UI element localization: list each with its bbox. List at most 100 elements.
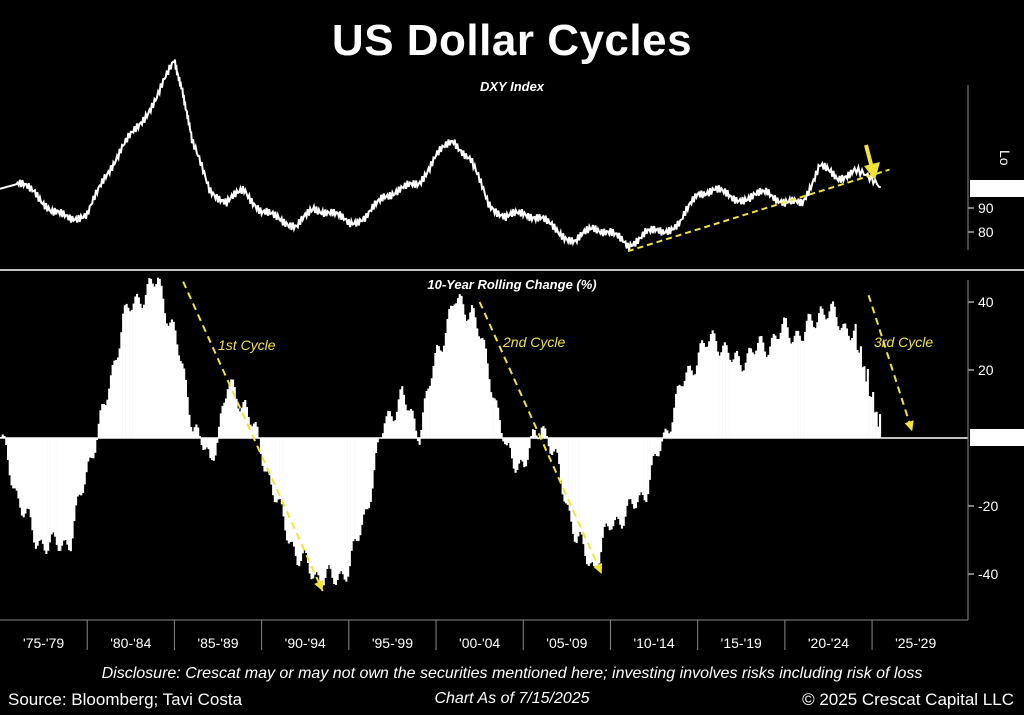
rolling-change-bar <box>737 356 740 438</box>
rolling-change-bar <box>40 438 43 540</box>
rolling-change-bar <box>245 407 248 438</box>
rolling-change-bar <box>263 438 266 472</box>
cycle-label: 1st Cycle <box>218 337 276 353</box>
rolling-change-bar <box>598 438 601 564</box>
rolling-change-bar <box>493 398 496 438</box>
rolling-change-bar <box>31 438 34 531</box>
rolling-change-bar <box>172 321 175 438</box>
rolling-change-bar <box>838 330 841 438</box>
rolling-change-bar <box>313 438 316 575</box>
rolling-change-bar <box>390 416 393 438</box>
rolling-change-bar <box>727 352 730 438</box>
rolling-change-bar <box>202 438 205 450</box>
rolling-change-bar <box>854 323 857 438</box>
rolling-change-bar <box>387 410 390 438</box>
rolling-change-bar <box>760 336 763 438</box>
rolling-change-bar <box>584 438 587 556</box>
rolling-change-bar <box>303 438 306 550</box>
rolling-change-bar <box>99 410 102 438</box>
rolling-change-bar <box>845 328 848 438</box>
chart-canvas: DXY Index 80 90 Lo 98.630 10-Year Rolling C… <box>0 59 1024 651</box>
rolling-change-bar <box>547 438 550 447</box>
rolling-change-bar <box>277 438 280 500</box>
rolling-change-bar <box>664 428 667 438</box>
chart-frame: '75-'79 '80-'84 '85-'89 '90-'94 '95-'99 '00-'… <box>0 85 1024 651</box>
rolling-change-bar <box>767 354 770 438</box>
rolling-change-bar <box>425 391 428 438</box>
rolling-change-bar <box>465 320 468 438</box>
rolling-change-bar <box>671 422 674 438</box>
rolling-change-bar <box>376 438 379 443</box>
rolling-change-bar <box>368 438 371 508</box>
rolling-change-bar <box>467 319 470 438</box>
copyright-text: © 2025 Crescat Capital LLC <box>802 690 1014 709</box>
rolling-change-bar <box>399 389 402 438</box>
rolling-change-bar <box>718 355 721 438</box>
rolling-change-bar <box>450 305 453 438</box>
rolling-change-bar <box>179 360 182 438</box>
rolling-change-bar <box>191 431 194 438</box>
rolling-change-bar <box>549 438 552 454</box>
rolling-change-bar <box>701 340 704 438</box>
rolling-change-bar <box>556 438 559 453</box>
rolling-change-bar <box>434 353 437 438</box>
rolling-change-bar <box>617 438 620 519</box>
cycle-arrow-head <box>314 580 323 591</box>
rolling-change-bar <box>364 438 367 510</box>
rolling-change-bar <box>832 301 835 438</box>
rolling-change-bar <box>500 433 503 438</box>
rolling-change-bar <box>809 314 812 438</box>
rolling-change-bar <box>207 438 210 450</box>
rolling-change-bar <box>254 422 257 438</box>
rolling-change-bar <box>395 411 398 438</box>
x-tick-label: '15-'19 <box>721 635 762 651</box>
rolling-change-bar <box>572 438 575 534</box>
rolling-change-bar <box>301 438 304 554</box>
rolling-change-bar <box>36 438 39 546</box>
rolling-change-bar <box>294 438 297 556</box>
rolling-change-bar <box>648 438 651 480</box>
rolling-change-bar <box>146 284 149 438</box>
rolling-change-bar <box>676 386 679 438</box>
rolling-change-bar <box>317 438 320 576</box>
rolling-change-bar <box>852 330 855 438</box>
rolling-change-bar <box>837 326 840 438</box>
rolling-change-bar <box>211 438 214 460</box>
rolling-change-bar <box>577 438 580 537</box>
rolling-last-value-box <box>970 429 1024 446</box>
rolling-change-bar <box>361 438 364 525</box>
rolling-change-bar <box>76 438 79 497</box>
rolling-y-tick-label: -20 <box>978 498 998 514</box>
rolling-change-bar <box>807 313 810 438</box>
rolling-change-bar <box>436 344 439 438</box>
rolling-change-bar <box>108 388 111 438</box>
rolling-change-bar <box>669 431 672 438</box>
rolling-change-bar <box>640 438 643 493</box>
rolling-change-bar <box>298 438 301 567</box>
rolling-change-bar <box>526 438 529 460</box>
rolling-change-bar <box>71 438 74 539</box>
rolling-change-bar <box>544 428 547 438</box>
rolling-change-bar <box>416 438 419 442</box>
rolling-change-bar <box>692 375 695 438</box>
rolling-change-bar <box>137 297 140 438</box>
rolling-change-bar <box>477 336 480 438</box>
rolling-change-bar <box>753 354 756 438</box>
rolling-change-bar <box>633 438 636 509</box>
rolling-change-bar <box>184 379 187 438</box>
rolling-change-bar <box>828 311 831 438</box>
rolling-change-bar <box>15 438 18 491</box>
rolling-change-bar <box>739 365 742 438</box>
rolling-change-bar <box>411 410 414 438</box>
rolling-change-bar <box>144 295 147 438</box>
rolling-change-bar <box>186 397 189 438</box>
rolling-change-bar <box>329 438 332 569</box>
rolling-change-bar <box>102 404 105 438</box>
rolling-change-bar <box>851 338 854 438</box>
rolling-change-bar <box>280 438 283 505</box>
rolling-change-bar <box>190 427 193 438</box>
rolling-change-bar <box>252 423 255 438</box>
rolling-change-bar <box>45 438 48 554</box>
rolling-change-bar <box>296 438 299 565</box>
rolling-change-bar <box>781 323 784 438</box>
